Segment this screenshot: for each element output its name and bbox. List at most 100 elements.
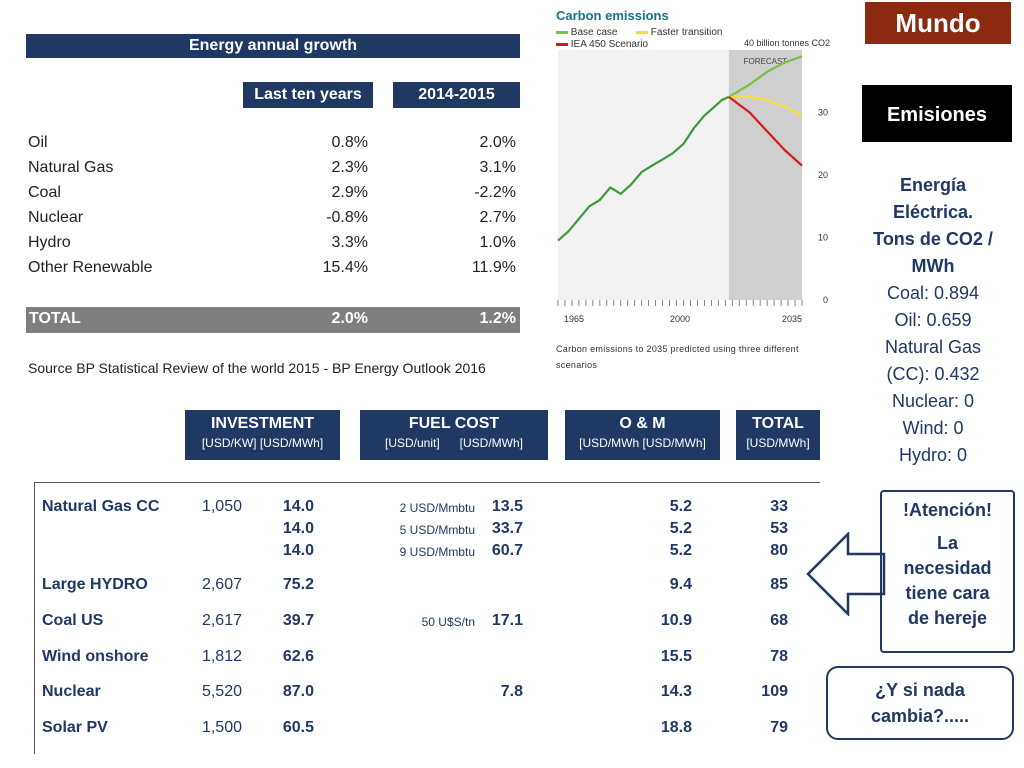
y-tick-label: 30 bbox=[818, 108, 828, 118]
legend-iea-450: IEA 450 Scenario bbox=[556, 39, 648, 51]
factor-gas-2: (CC): 0.432 bbox=[886, 364, 980, 384]
info-title-2: Eléctrica. bbox=[892, 202, 974, 222]
cost-om: 5.2 bbox=[669, 542, 692, 559]
question-line-1: ¿Y si nada bbox=[875, 680, 965, 700]
cost-om: 5.2 bbox=[669, 520, 692, 537]
cost-header-fuel: FUEL COST [USD/unit] [USD/MWh] bbox=[360, 410, 548, 460]
question-line-2: cambia?..... bbox=[870, 706, 970, 726]
cost-investment-mwh: 60.5 bbox=[282, 719, 314, 736]
cost-om: 10.9 bbox=[660, 612, 692, 629]
alert-line-2: La bbox=[936, 533, 958, 553]
left-arrow-icon bbox=[806, 532, 886, 616]
growth-source: Source BP Statistical Review of the worl… bbox=[28, 360, 486, 376]
info-title-4: MWh bbox=[911, 256, 955, 276]
growth-row: Coal 2.9% -2.2% bbox=[28, 184, 518, 209]
growth-row: Natural Gas 2.3% 3.1% bbox=[28, 159, 518, 184]
growth-v1: 2.3% bbox=[331, 159, 368, 176]
cost-investment-kw: 1,050 bbox=[201, 498, 242, 515]
growth-v2: 2.0% bbox=[479, 134, 516, 151]
cost-header-total: TOTAL [USD/MWh] bbox=[736, 410, 820, 460]
cost-tech-name: Solar PV bbox=[42, 719, 108, 736]
chart-title: Carbon emissions bbox=[556, 8, 669, 23]
cost-total: 109 bbox=[761, 683, 788, 700]
cost-investment-kw: 1,812 bbox=[201, 648, 242, 665]
cost-total: 33 bbox=[770, 498, 788, 515]
y-tick-label: 0 bbox=[823, 295, 828, 305]
forecast-region bbox=[728, 50, 802, 300]
question-box: ¿Y si nada cambia?..... bbox=[826, 666, 1014, 740]
mundo-banner: Mundo bbox=[865, 2, 1011, 44]
cost-total: 80 bbox=[770, 542, 788, 559]
factor-coal: Coal: 0.894 bbox=[886, 283, 980, 303]
alert-line-5: de hereje bbox=[907, 608, 988, 628]
cost-investment-mwh: 14.0 bbox=[282, 498, 314, 515]
cost-investment-kw: 5,520 bbox=[201, 683, 242, 700]
cost-total: 53 bbox=[770, 520, 788, 537]
unit-label: 40 billion tonnes CO2 bbox=[744, 38, 830, 48]
cost-investment-mwh: 75.2 bbox=[282, 576, 314, 593]
cost-investment-mwh: 87.0 bbox=[282, 683, 314, 700]
cost-tech-name: Large HYDRO bbox=[42, 576, 148, 593]
cost-investment-mwh: 14.0 bbox=[282, 520, 314, 537]
cost-total: 79 bbox=[770, 719, 788, 736]
cost-om: 15.5 bbox=[660, 648, 692, 665]
growth-v1: 2.9% bbox=[331, 184, 368, 201]
growth-v2: 2.7% bbox=[479, 209, 516, 226]
cost-tech-name: Wind onshore bbox=[42, 648, 149, 665]
growth-row: Other Renewable 15.4% 11.9% bbox=[28, 259, 518, 284]
factor-oil: Oil: 0.659 bbox=[894, 310, 972, 330]
growth-label: Coal bbox=[28, 184, 61, 201]
x-tick-label: 1965 bbox=[564, 314, 584, 324]
growth-col-last-ten-years: Last ten years bbox=[243, 82, 373, 108]
cost-fuel-unit: 9 USD/Mmbtu bbox=[399, 545, 475, 559]
legend-base-case: Base case bbox=[556, 27, 617, 39]
cost-fuel-unit: 2 USD/Mmbtu bbox=[399, 501, 475, 515]
cost-om: 5.2 bbox=[669, 498, 692, 515]
x-tick-label: 2035 bbox=[782, 314, 802, 324]
cost-investment-kw: 1,500 bbox=[201, 719, 242, 736]
cost-fuel-mwh: 60.7 bbox=[491, 542, 523, 559]
cost-header-om: O & M [USD/MWh [USD/MWh] bbox=[565, 410, 720, 460]
attention-box: !Atención! La necesidad tiene cara de he… bbox=[880, 490, 1015, 653]
carbon-chart: Carbon emissions Base case Faster transi… bbox=[554, 4, 834, 384]
cost-om: 18.8 bbox=[660, 719, 692, 736]
growth-label: Other Renewable bbox=[28, 259, 153, 276]
growth-total-v1: 2.0% bbox=[331, 310, 368, 327]
cost-tech-name: Coal US bbox=[42, 612, 104, 629]
y-tick-label: 20 bbox=[818, 170, 828, 180]
cost-om: 14.3 bbox=[660, 683, 692, 700]
info-title-3: Tons de CO2 / bbox=[873, 229, 993, 249]
x-tick-label: 2000 bbox=[670, 314, 690, 324]
y-tick-label: 10 bbox=[818, 233, 828, 243]
emission-factors: Energía Eléctrica. Tons de CO2 / MWh Coa… bbox=[848, 172, 1018, 469]
growth-v2: -2.2% bbox=[474, 184, 516, 201]
growth-col-2014-2015: 2014-2015 bbox=[393, 82, 520, 108]
chart-plot: FORECAST 40 billion tonnes CO2 0 10 20 30 1965… bbox=[557, 38, 830, 324]
growth-v1: -0.8% bbox=[326, 209, 368, 226]
cost-tech-name: Nuclear bbox=[42, 683, 101, 700]
cost-investment-mwh: 62.6 bbox=[282, 648, 314, 665]
cost-fuel-mwh: 17.1 bbox=[491, 612, 523, 629]
growth-v1: 3.3% bbox=[331, 234, 368, 251]
cost-fuel-mwh: 7.8 bbox=[500, 683, 523, 700]
cost-table-rule bbox=[34, 482, 820, 483]
growth-label: Hydro bbox=[28, 234, 71, 251]
cost-fuel-mwh: 33.7 bbox=[491, 520, 523, 537]
cost-tech-name: Natural Gas CC bbox=[42, 498, 160, 515]
chart-caption-1: Carbon emissions to 2035 predicted using… bbox=[556, 344, 799, 354]
series-history bbox=[557, 95, 730, 242]
growth-table-title: Energy annual growth bbox=[26, 34, 520, 58]
series-faster-transition bbox=[728, 95, 803, 117]
cost-investment-mwh: 39.7 bbox=[282, 612, 314, 629]
alert-line-4: tiene cara bbox=[905, 583, 990, 603]
alert-line-3: necesidad bbox=[903, 558, 992, 578]
growth-v2: 1.0% bbox=[479, 234, 516, 251]
growth-label: Nuclear bbox=[28, 209, 84, 226]
cost-investment-kw: 2,607 bbox=[201, 576, 242, 593]
growth-v2: 3.1% bbox=[479, 159, 516, 176]
series-base-case bbox=[728, 55, 803, 98]
cost-total: 78 bbox=[770, 648, 788, 665]
cost-fuel-unit: 5 USD/Mmbtu bbox=[399, 523, 475, 537]
info-title-1: Energía bbox=[899, 175, 967, 195]
forecast-label: FORECAST bbox=[744, 57, 788, 66]
